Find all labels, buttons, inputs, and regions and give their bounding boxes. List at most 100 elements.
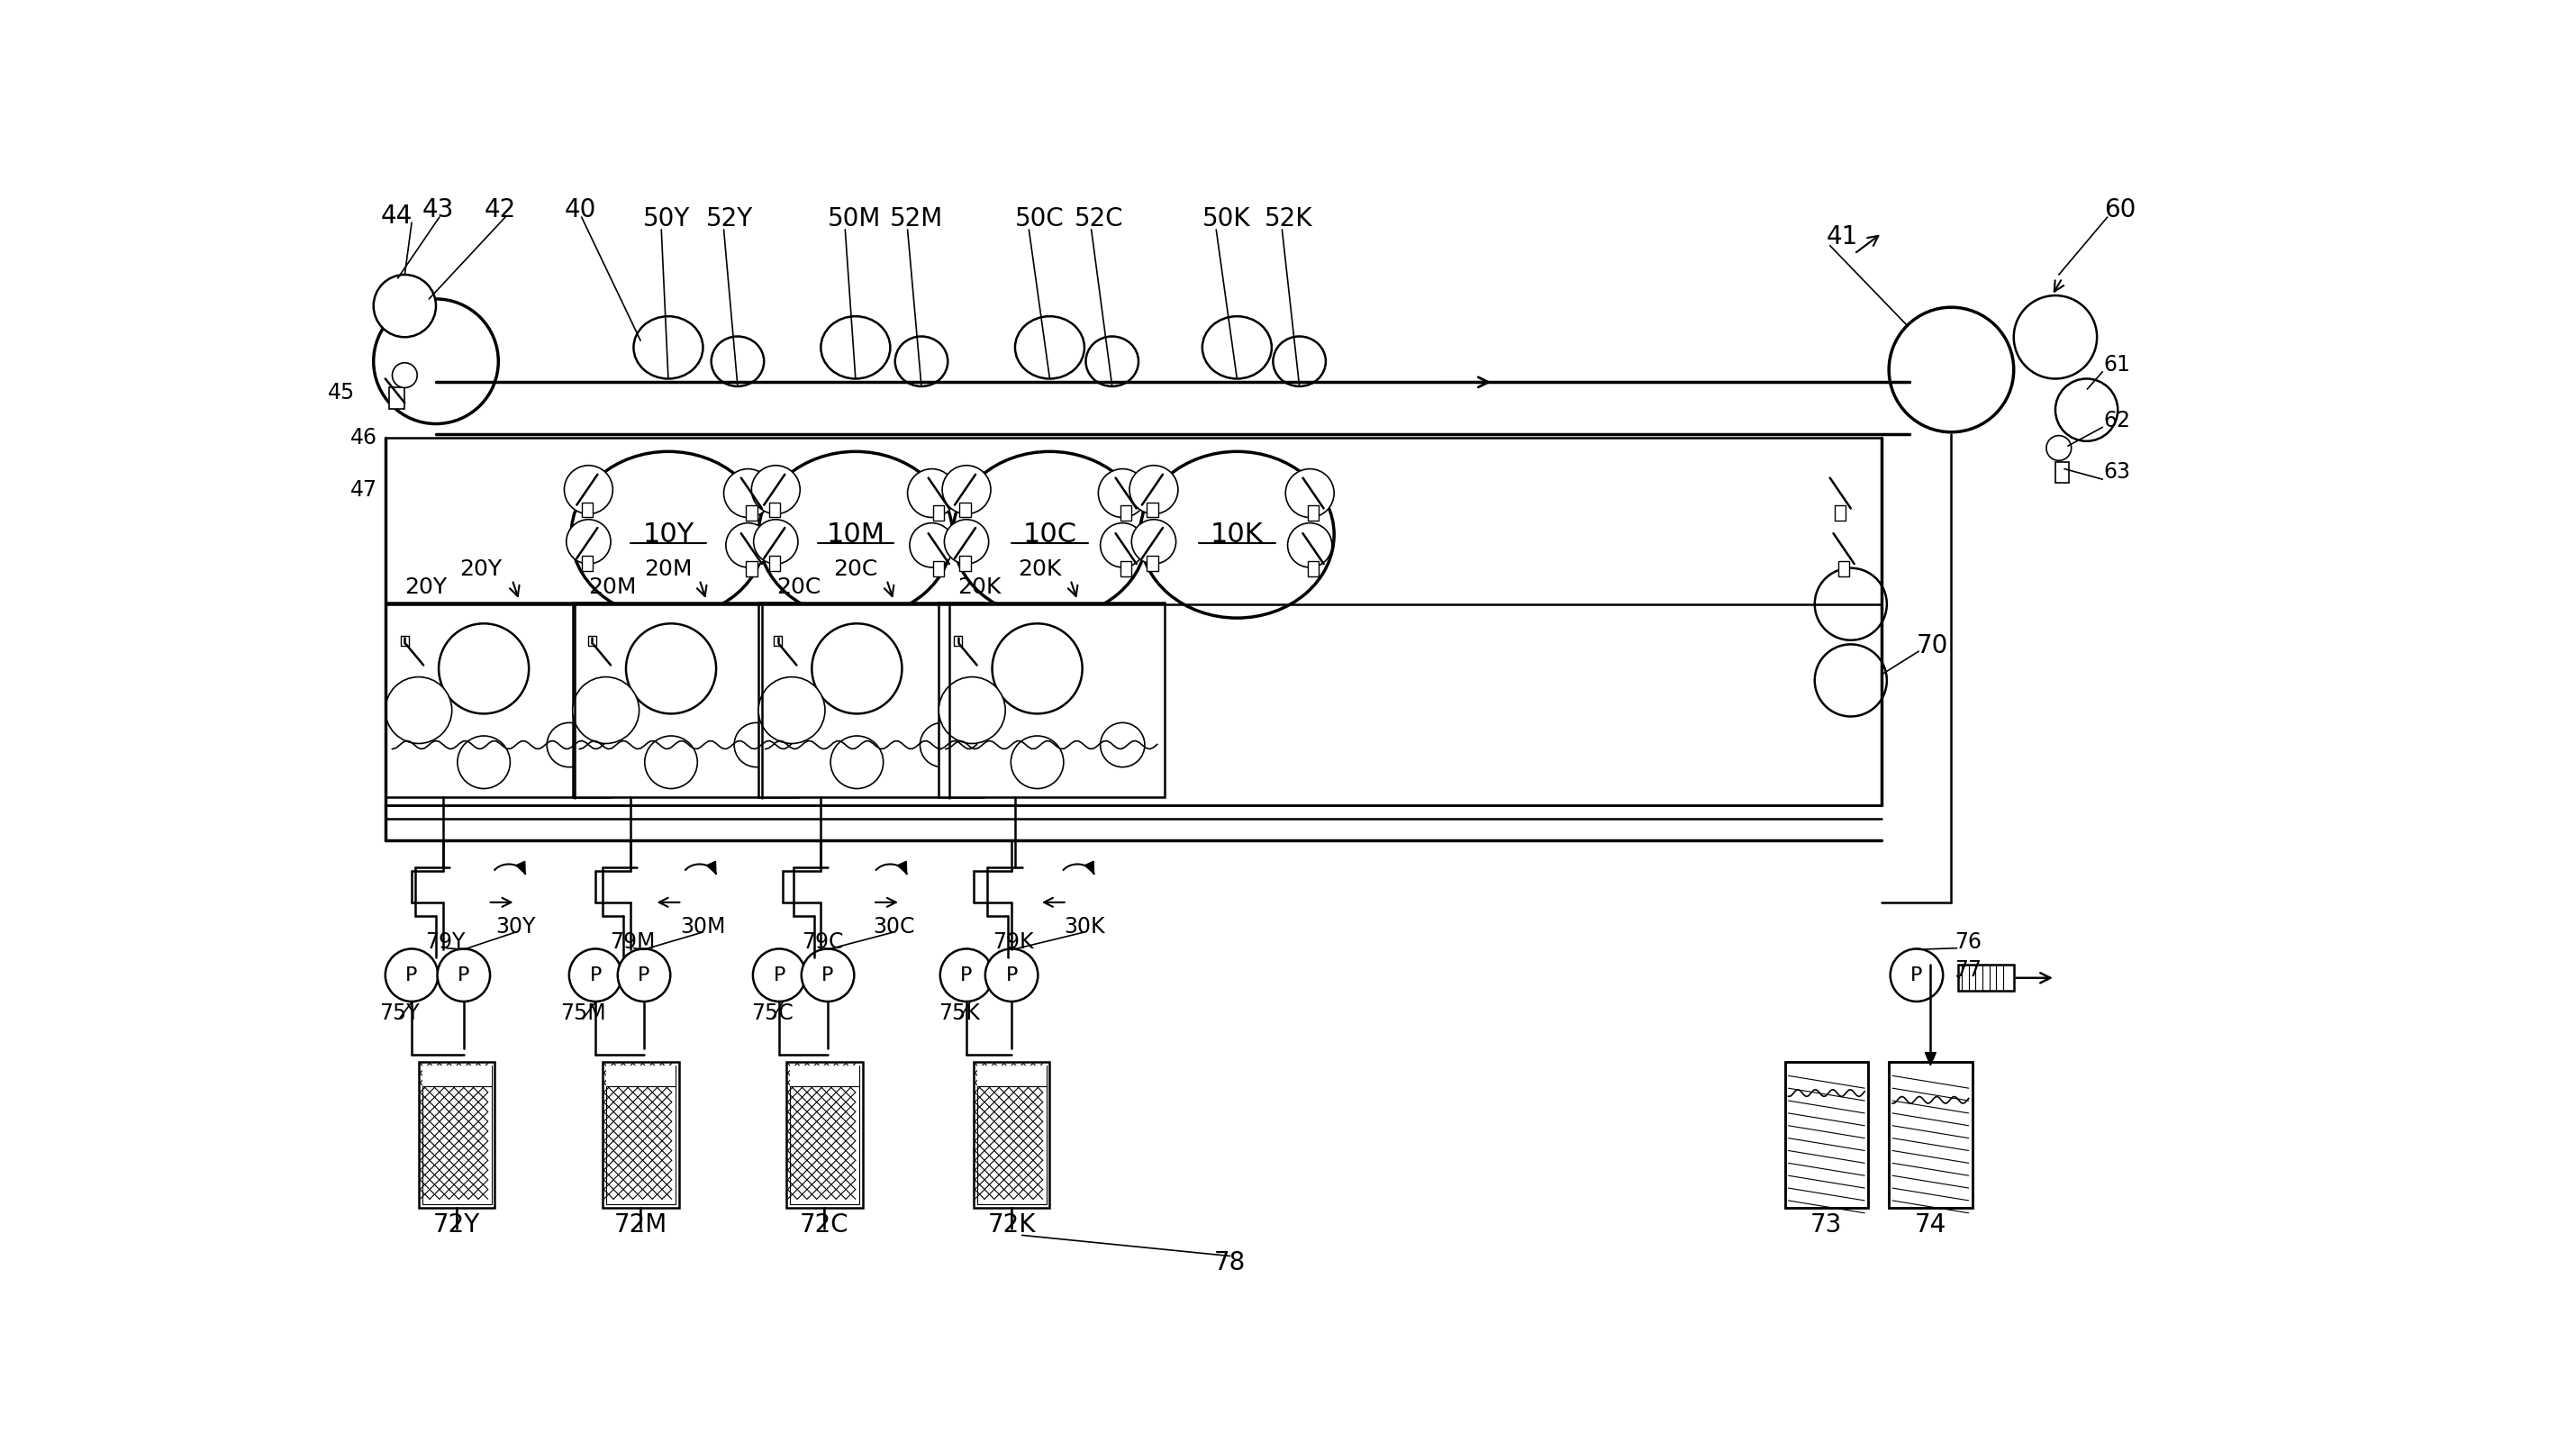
Bar	[389, 387, 404, 409]
Bar	[603, 1062, 677, 1207]
Bar	[974, 1062, 1051, 1207]
Polygon shape	[896, 862, 907, 874]
Text: 20K: 20K	[958, 576, 999, 598]
Bar	[747, 562, 757, 576]
Text: 10K: 10K	[1211, 522, 1262, 548]
Polygon shape	[706, 862, 716, 874]
Text: 75M: 75M	[559, 1003, 605, 1024]
Bar	[1309, 562, 1319, 576]
Bar	[958, 502, 971, 518]
Text: 72C: 72C	[799, 1212, 850, 1238]
Circle shape	[618, 949, 670, 1001]
Circle shape	[1097, 469, 1146, 518]
Circle shape	[438, 949, 489, 1001]
Text: 45: 45	[327, 382, 355, 403]
Circle shape	[992, 624, 1082, 714]
Text: 40: 40	[564, 197, 595, 223]
Ellipse shape	[822, 316, 891, 379]
Bar	[422, 1065, 492, 1087]
Text: 52K: 52K	[1265, 206, 1314, 232]
Circle shape	[909, 522, 953, 567]
Bar	[603, 1062, 677, 1207]
Text: P: P	[590, 966, 600, 984]
Text: 78: 78	[1213, 1251, 1247, 1275]
Circle shape	[940, 949, 992, 1001]
Ellipse shape	[572, 451, 765, 618]
Bar	[933, 505, 945, 521]
Bar	[1785, 1062, 1868, 1207]
Text: 63: 63	[2105, 461, 2130, 483]
Bar	[747, 505, 757, 521]
Circle shape	[1888, 308, 2014, 432]
Circle shape	[752, 466, 801, 514]
Text: 72Y: 72Y	[433, 1212, 479, 1238]
Bar	[1146, 502, 1157, 518]
Circle shape	[801, 949, 855, 1001]
Ellipse shape	[1203, 316, 1273, 379]
Circle shape	[920, 723, 963, 768]
Circle shape	[1285, 469, 1334, 518]
Circle shape	[1100, 723, 1144, 768]
Text: P: P	[961, 966, 974, 984]
Circle shape	[984, 949, 1038, 1001]
Circle shape	[755, 519, 799, 564]
Circle shape	[907, 469, 956, 518]
Text: 75K: 75K	[938, 1003, 981, 1024]
Text: 76: 76	[1955, 932, 1981, 953]
Circle shape	[757, 678, 824, 743]
Text: 47: 47	[350, 479, 376, 501]
Circle shape	[752, 949, 806, 1001]
Text: 20K: 20K	[1018, 559, 1061, 580]
Text: 43: 43	[422, 197, 453, 223]
Text: 20C: 20C	[775, 576, 822, 598]
Text: 52Y: 52Y	[706, 206, 752, 232]
Circle shape	[724, 469, 773, 518]
Circle shape	[726, 522, 770, 567]
Text: P: P	[404, 966, 417, 984]
Text: 10C: 10C	[1023, 522, 1077, 548]
Bar	[1121, 562, 1131, 576]
Circle shape	[945, 519, 989, 564]
Text: 50K: 50K	[1203, 206, 1249, 232]
Bar	[786, 1062, 863, 1207]
Text: 79M: 79M	[611, 932, 654, 953]
Bar	[953, 636, 963, 646]
Bar	[386, 602, 611, 797]
Bar	[417, 1062, 495, 1207]
Text: 70: 70	[1917, 633, 1947, 659]
Text: 20M: 20M	[644, 559, 693, 580]
Text: 30C: 30C	[873, 916, 914, 937]
Text: 52M: 52M	[891, 206, 943, 232]
Circle shape	[386, 949, 438, 1001]
Circle shape	[1131, 519, 1175, 564]
Circle shape	[1891, 949, 1942, 1001]
Circle shape	[459, 736, 510, 788]
Bar	[974, 1062, 1051, 1207]
Text: P: P	[459, 966, 469, 984]
Circle shape	[938, 678, 1005, 743]
Polygon shape	[515, 862, 526, 874]
Ellipse shape	[757, 451, 953, 618]
Bar	[605, 1065, 675, 1204]
Bar	[402, 636, 410, 646]
Bar	[933, 562, 945, 576]
Bar	[958, 556, 971, 570]
Bar	[1958, 965, 2014, 991]
Ellipse shape	[634, 316, 703, 379]
Bar	[1309, 505, 1319, 521]
Circle shape	[1128, 466, 1177, 514]
Ellipse shape	[1273, 337, 1327, 386]
Text: 46: 46	[350, 427, 376, 448]
Circle shape	[734, 723, 778, 768]
Text: 79C: 79C	[801, 932, 845, 953]
Bar	[1839, 562, 1850, 576]
Text: 72K: 72K	[987, 1212, 1036, 1238]
Bar	[582, 556, 592, 570]
Bar	[976, 1065, 1046, 1204]
Circle shape	[1814, 644, 1886, 717]
Ellipse shape	[1139, 451, 1334, 618]
Circle shape	[546, 723, 592, 768]
Bar	[791, 1065, 858, 1204]
Text: 52C: 52C	[1074, 206, 1123, 232]
Circle shape	[626, 624, 716, 714]
